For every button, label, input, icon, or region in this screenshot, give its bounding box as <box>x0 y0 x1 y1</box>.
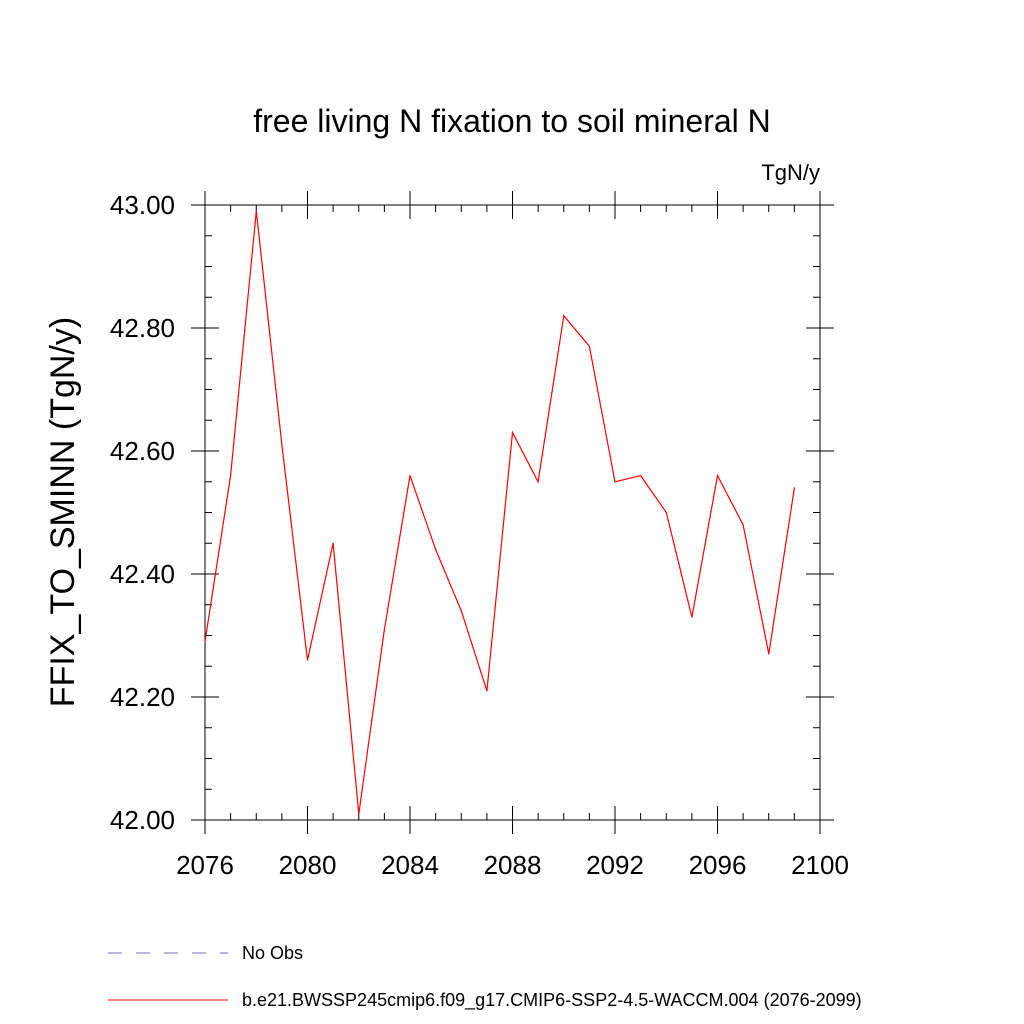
x-tick-label: 2084 <box>381 850 439 880</box>
units-label: TgN/y <box>761 160 820 185</box>
data-point <box>486 690 488 692</box>
data-point <box>716 475 719 477</box>
data-point <box>640 475 642 477</box>
x-tick-label: 2096 <box>689 850 747 880</box>
data-point <box>563 315 565 317</box>
data-point <box>537 481 539 483</box>
x-tick-label: 2088 <box>484 850 542 880</box>
legend: No Obs b.e21.BWSSP245cmip6.f09_g17.CMIP6… <box>108 943 862 1011</box>
data-point <box>409 475 411 477</box>
data-point <box>230 475 232 477</box>
data-point <box>383 628 385 630</box>
plot-frame <box>204 204 821 821</box>
y-axis-label: FFIX_TO_SMINN (TgN/y) <box>44 317 82 707</box>
y-tick-label: 42.80 <box>110 313 175 343</box>
chart-title: free living N fixation to soil mineral N <box>253 103 771 139</box>
y-tick-label: 43.00 <box>110 190 175 220</box>
y-tick-label: 42.60 <box>110 436 175 466</box>
x-tick-label: 2100 <box>791 850 849 880</box>
axis-tick-labels: 2076 2080 2084 2088 2092 2096 2100 42.00 42.20 42… <box>110 190 849 880</box>
data-point <box>614 481 616 483</box>
data-point <box>665 511 667 514</box>
axis-ticks <box>191 191 834 834</box>
data-point <box>742 524 744 526</box>
x-tick-label: 2076 <box>176 850 234 880</box>
data-point <box>460 610 462 612</box>
legend-label-no-obs: No Obs <box>242 943 303 963</box>
series-line-0 <box>204 211 795 814</box>
x-tick-label: 2092 <box>586 850 644 880</box>
data-point <box>255 210 257 212</box>
x-tick-label: 2080 <box>279 850 337 880</box>
legend-label-model: b.e21.BWSSP245cmip6.f09_g17.CMIP6-SSP2-4… <box>242 990 862 1011</box>
y-tick-label: 42.40 <box>110 559 175 589</box>
data-point <box>588 345 590 348</box>
data-point <box>358 813 360 815</box>
data-point <box>204 641 206 643</box>
data-point <box>306 659 309 661</box>
data-point <box>691 616 693 618</box>
data-point <box>332 542 334 544</box>
data-point <box>281 444 283 446</box>
data-point <box>793 487 795 489</box>
data-point <box>511 431 514 434</box>
series-group <box>204 210 795 815</box>
y-tick-label: 42.00 <box>110 805 175 835</box>
y-tick-label: 42.20 <box>110 682 175 712</box>
data-point <box>768 653 770 655</box>
data-point <box>435 548 437 551</box>
